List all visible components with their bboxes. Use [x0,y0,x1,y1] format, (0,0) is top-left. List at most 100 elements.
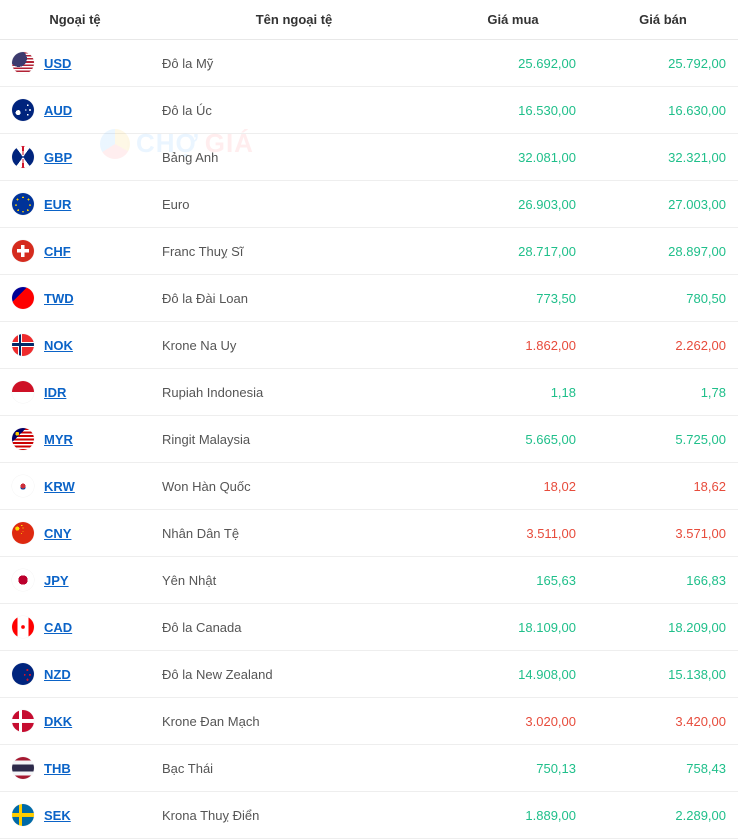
cell-name: Bạc Thái [150,745,438,792]
table-row: TWDĐô la Đài Loan773,50780,50 [0,275,738,322]
cell-buy: 5.665,00 [438,416,588,463]
flag-icon [12,757,34,779]
currency-code-link[interactable]: IDR [44,385,66,400]
cell-code: AUD [0,87,150,134]
currency-code-link[interactable]: USD [44,56,71,71]
currency-code-link[interactable]: SEK [44,808,71,823]
cell-buy: 16.530,00 [438,87,588,134]
table-row: THBBạc Thái750,13758,43 [0,745,738,792]
cell-buy: 28.717,00 [438,228,588,275]
flag-icon [12,428,34,450]
cell-sell: 27.003,00 [588,181,738,228]
table-row: KRW Won Hàn Quốc18,0218,62 [0,463,738,510]
cell-code: SEK [0,792,150,839]
cell-buy: 18,02 [438,463,588,510]
cell-sell: 780,50 [588,275,738,322]
table-row: CNYNhân Dân Tệ3.511,003.571,00 [0,510,738,557]
cell-name: Đô la Mỹ [150,40,438,87]
currency-code-link[interactable]: CNY [44,526,71,541]
flag-icon [12,475,34,497]
cell-name: Krone Na Uy [150,322,438,369]
table-row: EUREuro26.903,0027.003,00 [0,181,738,228]
cell-name: Euro [150,181,438,228]
table-row: NOKKrone Na Uy1.862,002.262,00 [0,322,738,369]
cell-name: Đô la Canada [150,604,438,651]
currency-code-link[interactable]: CAD [44,620,72,635]
currency-code-link[interactable]: AUD [44,103,72,118]
flag-icon [12,569,34,591]
flag-icon [12,804,34,826]
cell-buy: 773,50 [438,275,588,322]
currency-table: Ngoại tệ Tên ngoại tệ Giá mua Giá bán US… [0,0,738,839]
cell-name: Nhân Dân Tệ [150,510,438,557]
cell-code: CAD [0,604,150,651]
cell-sell: 1,78 [588,369,738,416]
cell-code: KRW [0,463,150,510]
cell-sell: 2.262,00 [588,322,738,369]
currency-code-link[interactable]: GBP [44,150,72,165]
cell-code: NOK [0,322,150,369]
table-row: DKKKrone Đan Mạch3.020,003.420,00 [0,698,738,745]
cell-sell: 18.209,00 [588,604,738,651]
currency-code-link[interactable]: NOK [44,338,73,353]
cell-name: Đô la New Zealand [150,651,438,698]
cell-buy: 18.109,00 [438,604,588,651]
table-row: CHFFranc Thuỵ Sĩ28.717,0028.897,00 [0,228,738,275]
currency-code-link[interactable]: DKK [44,714,72,729]
currency-code-link[interactable]: JPY [44,573,69,588]
cell-code: USD [0,40,150,87]
table-row: MYR Ringit Malaysia5.665,005.725,00 [0,416,738,463]
cell-code: THB [0,745,150,792]
header-name: Tên ngoại tệ [150,0,438,40]
cell-sell: 5.725,00 [588,416,738,463]
cell-sell: 15.138,00 [588,651,738,698]
currency-code-link[interactable]: MYR [44,432,73,447]
cell-name: Ringit Malaysia [150,416,438,463]
cell-sell: 2.289,00 [588,792,738,839]
cell-sell: 758,43 [588,745,738,792]
flag-icon [12,381,34,403]
table-row: AUD Đô la Úc16.530,0016.630,00 [0,87,738,134]
currency-code-link[interactable]: EUR [44,197,71,212]
table-row: SEK Krona Thuỵ Điển1.889,002.289,00 [0,792,738,839]
cell-code: NZD [0,651,150,698]
table-row: NZD Đô la New Zealand14.908,0015.138,00 [0,651,738,698]
cell-name: Đô la Úc [150,87,438,134]
cell-buy: 1.889,00 [438,792,588,839]
cell-code: CHF [0,228,150,275]
flag-icon [12,616,34,638]
currency-code-link[interactable]: KRW [44,479,75,494]
cell-code: DKK [0,698,150,745]
currency-code-link[interactable]: CHF [44,244,71,259]
flag-icon [12,287,34,309]
flag-icon [12,522,34,544]
cell-code: GBP [0,134,150,181]
cell-buy: 14.908,00 [438,651,588,698]
flag-icon [12,193,34,215]
cell-sell: 16.630,00 [588,87,738,134]
cell-name: Won Hàn Quốc [150,463,438,510]
header-sell: Giá bán [588,0,738,40]
cell-buy: 32.081,00 [438,134,588,181]
cell-sell: 32.321,00 [588,134,738,181]
cell-name: Yên Nhật [150,557,438,604]
cell-sell: 25.792,00 [588,40,738,87]
cell-code: IDR [0,369,150,416]
table-row: USDĐô la Mỹ25.692,0025.792,00 [0,40,738,87]
flag-icon [12,99,34,121]
cell-name: Rupiah Indonesia [150,369,438,416]
currency-code-link[interactable]: NZD [44,667,71,682]
cell-name: Bảng Anh [150,134,438,181]
flag-icon [12,240,34,262]
cell-sell: 18,62 [588,463,738,510]
cell-name: Krona Thuỵ Điển [150,792,438,839]
table-row: JPYYên Nhật165,63166,83 [0,557,738,604]
table-row: CAD Đô la Canada18.109,0018.209,00 [0,604,738,651]
cell-sell: 3.420,00 [588,698,738,745]
cell-buy: 165,63 [438,557,588,604]
cell-name: Krone Đan Mạch [150,698,438,745]
currency-code-link[interactable]: TWD [44,291,74,306]
currency-code-link[interactable]: THB [44,761,71,776]
cell-code: TWD [0,275,150,322]
flag-icon [12,146,34,168]
